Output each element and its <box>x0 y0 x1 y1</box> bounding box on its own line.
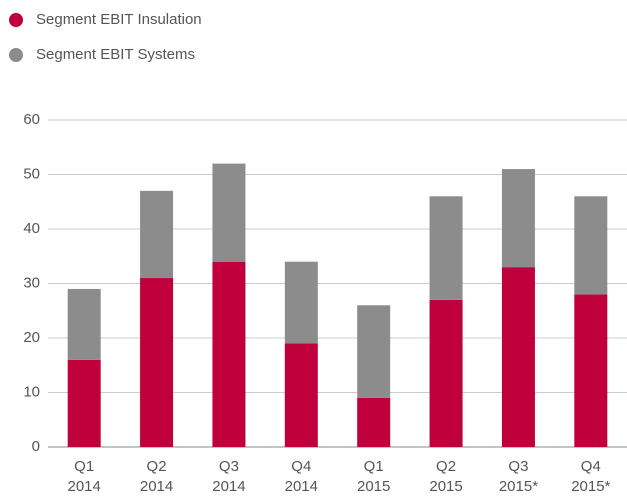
x-tick-label: 2014 <box>285 478 318 495</box>
x-tick-label: 2015 <box>429 478 462 495</box>
bar-segment <box>67 288 101 360</box>
x-tick-label: Q4 <box>291 458 311 475</box>
y-tick-label: 20 <box>23 329 40 346</box>
x-tick-label: 2014 <box>212 478 245 495</box>
y-tick-label: 30 <box>23 274 40 291</box>
legend-label: Segment EBIT Systems <box>36 46 195 63</box>
legend-swatch <box>9 48 23 62</box>
bar-segment <box>284 261 318 344</box>
bar-segment <box>140 190 174 279</box>
legend-label: Segment EBIT Insulation <box>36 11 202 28</box>
bar-segment <box>212 163 246 262</box>
x-tick-label: 2014 <box>140 478 173 495</box>
y-tick-label: 40 <box>23 220 40 237</box>
bar-segment <box>429 299 463 447</box>
x-tick-label: Q4 <box>581 458 601 475</box>
legend-swatch <box>9 13 23 27</box>
bar-segment <box>574 196 608 295</box>
x-tick-label: 2014 <box>68 478 101 495</box>
bar-segment <box>140 278 174 447</box>
x-tick-label: Q3 <box>508 458 528 475</box>
x-tick-label: 2015* <box>571 478 610 495</box>
bar-segment <box>357 305 391 398</box>
bar-segment <box>574 294 608 447</box>
y-tick-label: 10 <box>23 383 40 400</box>
x-tick-label: Q3 <box>219 458 239 475</box>
bar-segment <box>212 261 246 447</box>
bar-segment <box>501 169 535 268</box>
y-tick-label: 0 <box>32 438 40 455</box>
x-tick-label: 2015* <box>499 478 538 495</box>
y-tick-label: 50 <box>23 165 40 182</box>
x-tick-label: Q1 <box>74 458 94 475</box>
x-tick-label: Q1 <box>364 458 384 475</box>
y-tick-label: 60 <box>23 111 40 128</box>
bar-segment <box>357 397 391 447</box>
x-tick-label: Q2 <box>147 458 167 475</box>
bar-segment <box>429 196 463 300</box>
bar-segment <box>284 343 318 447</box>
x-tick-label: Q2 <box>436 458 456 475</box>
x-tick-label: 2015 <box>357 478 390 495</box>
bar-segment <box>501 267 535 447</box>
bar-segment <box>67 359 101 447</box>
